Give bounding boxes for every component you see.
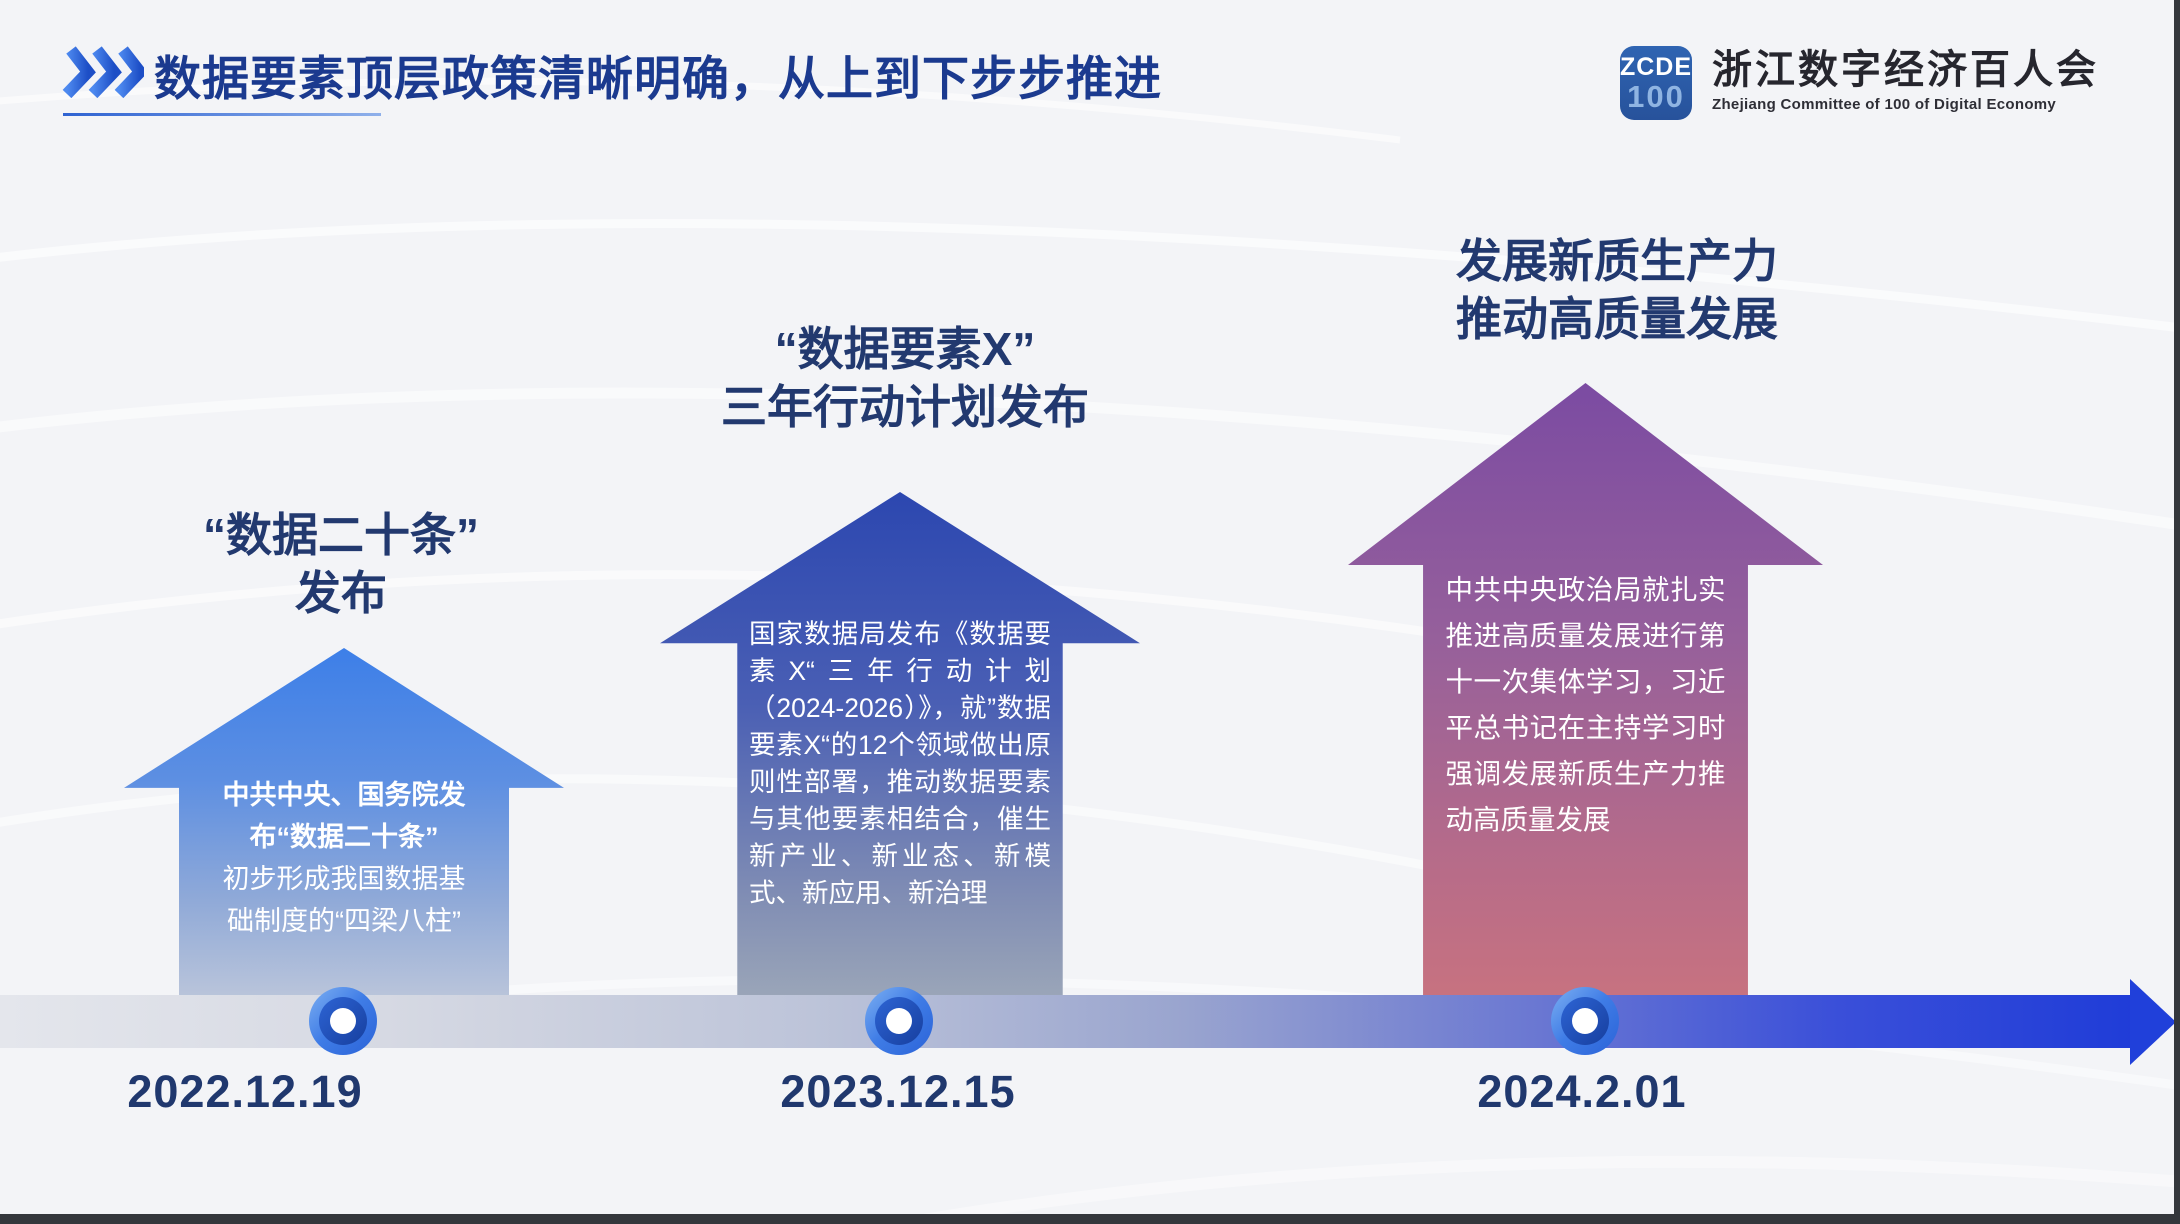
triple-chevron-icon bbox=[62, 46, 144, 98]
timeline-node-3-core bbox=[1572, 1008, 1598, 1034]
timeline-node-3-ring bbox=[1561, 997, 1609, 1045]
milestone-2-heading: “数据要素X” 三年行动计划发布 bbox=[655, 320, 1155, 436]
milestone-2-body: 国家数据局发布《数据要素X“三年行动计划（2024-2026）》，就”数据要素X… bbox=[749, 619, 1051, 908]
page-title: 数据要素顶层政策清晰明确，从上到下步步推进 bbox=[154, 52, 1162, 105]
milestone-3-body: 中共中央政治局就扎实推进高质量发展进行第十一次集体学习，习近平总书记在主持学习时… bbox=[1445, 574, 1726, 835]
timeline-node-2-core bbox=[886, 1008, 912, 1034]
org-logo: ZCDE 100 浙江数字经济百人会 Zhejiang Committee of… bbox=[1620, 46, 2099, 120]
milestone-1-heading: “数据二十条” 发布 bbox=[91, 506, 591, 622]
zcde-logo-badge: ZCDE 100 bbox=[1620, 46, 1692, 120]
timeline-node-1-core bbox=[330, 1008, 356, 1034]
milestone-2-heading-line2: 三年行动计划发布 bbox=[721, 381, 1089, 433]
milestone-3-heading: 发展新质生产力 推动高质量发展 bbox=[1367, 232, 1867, 348]
title-underline bbox=[63, 113, 381, 116]
timeline-node-3 bbox=[1551, 987, 1619, 1055]
milestone-3-arrow: 中共中央政治局就扎实推进高质量发展进行第十一次集体学习，习近平总书记在主持学习时… bbox=[1348, 383, 1823, 996]
timeline-node-1-ring bbox=[319, 997, 367, 1045]
milestone-2-heading-line1: “数据要素X” bbox=[774, 323, 1036, 375]
milestone-1-heading-line2: 发布 bbox=[295, 567, 387, 619]
milestone-3-date: 2024.2.01 bbox=[1477, 1066, 1687, 1117]
milestone-2-arrow: 国家数据局发布《数据要素X“三年行动计划（2024-2026）》，就”数据要素X… bbox=[660, 492, 1140, 996]
right-edge-bar bbox=[2174, 0, 2180, 1224]
milestone-3-heading-line2: 推动高质量发展 bbox=[1456, 293, 1778, 345]
org-name-zh: 浙江数字经济百人会 bbox=[1712, 48, 2099, 92]
timeline-node-1 bbox=[309, 987, 377, 1055]
org-name-en: Zhejiang Committee of 100 of Digital Eco… bbox=[1712, 96, 2057, 113]
milestone-2-date: 2023.12.15 bbox=[780, 1066, 1016, 1117]
milestone-1-body-text: 初步形成我国数据基础制度的“四梁八柱” bbox=[222, 864, 466, 936]
timeline-arrowhead-icon bbox=[2130, 979, 2176, 1065]
logo-zcde-text: ZCDE bbox=[1619, 53, 1693, 81]
bottom-edge-bar bbox=[0, 1214, 2180, 1224]
timeline-node-2 bbox=[865, 987, 933, 1055]
milestone-1-heading-line1: “数据二十条” bbox=[203, 509, 479, 561]
milestone-1-arrow: 中共中央、国务院发布“数据二十条” 初步形成我国数据基础制度的“四梁八柱” bbox=[124, 648, 564, 996]
logo-100-text: 100 bbox=[1627, 79, 1685, 114]
milestone-1-body: 中共中央、国务院发布“数据二十条” 初步形成我国数据基础制度的“四梁八柱” bbox=[201, 774, 487, 942]
milestone-1-body-emphasis: 中共中央、国务院发布“数据二十条” bbox=[222, 780, 466, 852]
milestone-1-date: 2022.12.19 bbox=[127, 1066, 363, 1117]
milestone-3-heading-line1: 发展新质生产力 bbox=[1456, 235, 1778, 287]
timeline-node-2-ring bbox=[875, 997, 923, 1045]
